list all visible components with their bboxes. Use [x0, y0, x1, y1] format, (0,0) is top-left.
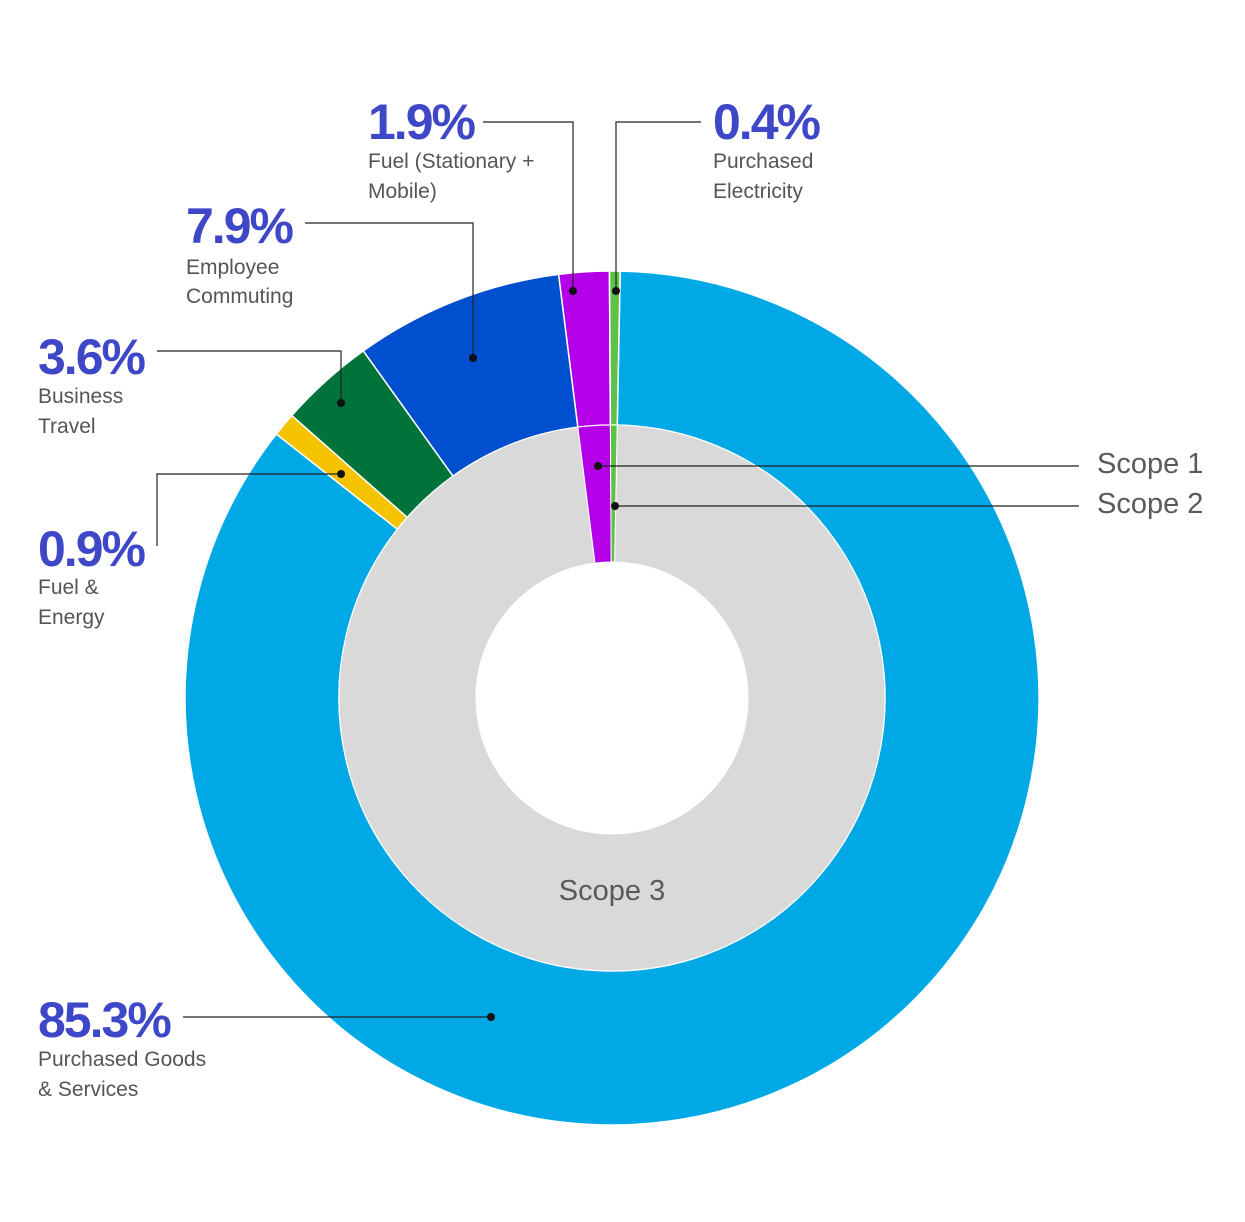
scope-label-scope-2: Scope 2	[1097, 488, 1203, 520]
category-label-business-travel-line-1: Business	[38, 385, 123, 408]
category-label-fuel-energy-line-2: Energy	[38, 606, 105, 629]
category-label-employee-commuting-line-1: Employee	[186, 256, 279, 279]
value-label-fuel-energy: 0.9%	[38, 521, 146, 577]
leader-line-employee-commuting	[305, 222, 474, 358]
leader-line-business-travel	[157, 350, 342, 403]
leader-dot-business-travel	[337, 399, 345, 407]
leader-line-fuel-stationary-mobile	[483, 121, 574, 291]
category-label-purchased-goods-services-line-2: & Services	[38, 1078, 138, 1101]
leader-dot-fuel-energy	[337, 470, 345, 478]
donut-hole	[476, 562, 748, 834]
category-label-fuel-energy-line-1: Fuel &	[38, 576, 99, 599]
scope-leader-dot-scope-2	[611, 502, 619, 510]
value-label-purchased-goods-services: 85.3%	[38, 992, 171, 1048]
category-label-employee-commuting-line-2: Commuting	[186, 285, 293, 308]
leader-line-fuel-energy	[156, 473, 341, 546]
scope-label-scope-1: Scope 1	[1097, 448, 1203, 480]
scope-label-scope-3: Scope 3	[559, 875, 665, 907]
scope-leader-dot-scope-1	[594, 462, 602, 470]
category-label-fuel-stationary-mobile-line-1: Fuel (Stationary +	[368, 150, 534, 173]
leader-dot-purchased-goods-services	[487, 1013, 495, 1021]
value-label-employee-commuting: 7.9%	[186, 198, 294, 254]
leader-dot-employee-commuting	[469, 354, 477, 362]
scope-labels: Scope 3 Scope 1 Scope 2	[559, 448, 1204, 907]
leader-dot-purchased-electricity	[612, 287, 620, 295]
leader-line-purchased-electricity	[615, 121, 701, 291]
category-label-business-travel-line-2: Travel	[38, 415, 96, 438]
category-label-purchased-goods-services-line-1: Purchased Goods	[38, 1048, 206, 1071]
inner-ring	[338, 424, 886, 972]
category-label-purchased-electricity-line-1: Purchased	[713, 150, 813, 173]
value-label-business-travel: 3.6%	[38, 329, 146, 385]
value-label-fuel-stationary-mobile: 1.9%	[368, 94, 476, 150]
value-label-purchased-electricity: 0.4%	[713, 94, 821, 150]
category-label-fuel-stationary-mobile-line-2: Mobile)	[368, 180, 437, 203]
category-label-purchased-electricity-line-2: Electricity	[713, 180, 803, 203]
leader-dot-fuel-stationary-mobile	[569, 287, 577, 295]
leader-lines	[156, 121, 701, 1021]
category-labels: 85.3%Purchased Goods & Services 0.9%Fuel &…	[38, 94, 823, 1101]
